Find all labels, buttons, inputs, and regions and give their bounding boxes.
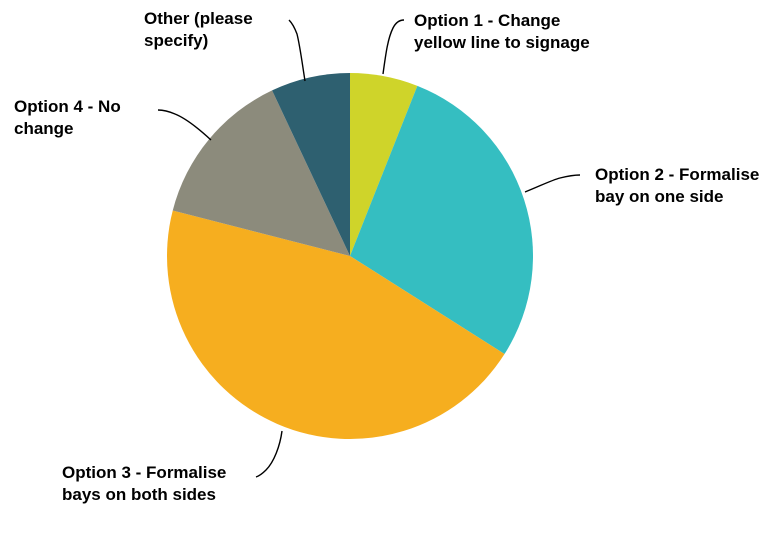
slice-label-option-2: Option 2 - Formalise bay on one side bbox=[595, 165, 760, 206]
slice-label-option-3: Option 3 - Formalise bays on both sides bbox=[62, 463, 227, 504]
pie-slice-option-1 bbox=[350, 73, 418, 256]
leader-lines bbox=[157, 19, 581, 478]
leader-line-option-4 bbox=[157, 109, 212, 141]
leader-line-option-2 bbox=[524, 174, 581, 193]
leader-line-other bbox=[288, 19, 306, 82]
slice-label-option-4: Option 4 - No change bbox=[14, 97, 121, 138]
pie-slice-option-2 bbox=[350, 85, 534, 355]
leader-line-option-3 bbox=[255, 430, 283, 478]
slice-label-other: Other (please specify) bbox=[144, 9, 253, 50]
pie-slice-option-3 bbox=[167, 210, 505, 439]
slice-label-option-1: Option 1 - Change yellow line to signage bbox=[414, 11, 590, 52]
pie-slice-other bbox=[272, 73, 350, 256]
leader-line-option-1 bbox=[382, 19, 405, 75]
pie-slice-option-4 bbox=[172, 90, 350, 256]
pie-slices bbox=[167, 73, 534, 439]
